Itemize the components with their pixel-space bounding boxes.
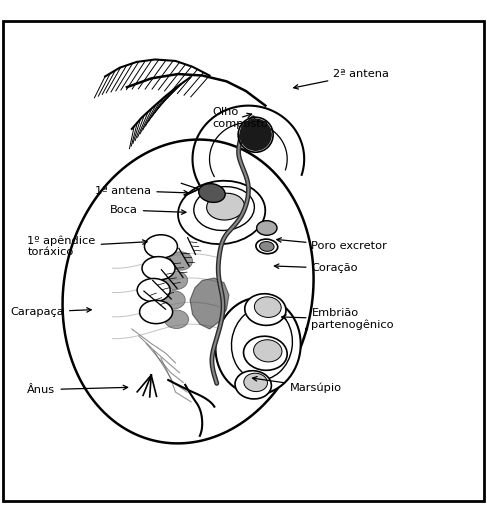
Ellipse shape [163, 271, 187, 290]
Text: 1º apêndice
toráxico: 1º apêndice toráxico [27, 235, 147, 257]
Ellipse shape [194, 187, 254, 231]
Ellipse shape [215, 298, 300, 395]
Ellipse shape [137, 278, 170, 302]
Ellipse shape [254, 297, 281, 317]
Ellipse shape [206, 193, 244, 220]
Ellipse shape [161, 291, 185, 309]
Ellipse shape [235, 371, 271, 399]
Ellipse shape [145, 235, 177, 258]
Ellipse shape [140, 300, 172, 324]
Ellipse shape [260, 242, 274, 251]
Text: Olho
composto: Olho composto [212, 107, 268, 128]
Text: 2ª antena: 2ª antena [294, 69, 389, 89]
Ellipse shape [244, 373, 267, 392]
Circle shape [240, 119, 271, 150]
Ellipse shape [256, 239, 278, 254]
Text: Boca: Boca [110, 205, 186, 215]
Text: Ânus: Ânus [27, 385, 128, 395]
Ellipse shape [231, 307, 292, 380]
Ellipse shape [142, 257, 175, 280]
Text: Embrião
partenogênico: Embrião partenogênico [281, 308, 394, 330]
Ellipse shape [244, 336, 287, 370]
Ellipse shape [164, 310, 188, 328]
Ellipse shape [168, 252, 192, 270]
Text: 1ª antena: 1ª antena [95, 186, 188, 196]
Text: Marsúpio: Marsúpio [252, 376, 342, 393]
Polygon shape [190, 278, 229, 329]
Ellipse shape [254, 340, 282, 362]
Ellipse shape [245, 294, 286, 325]
Text: Coração: Coração [274, 263, 358, 274]
Ellipse shape [199, 184, 225, 203]
Text: Poro excretor: Poro excretor [277, 238, 387, 252]
Text: Carapaça: Carapaça [10, 307, 91, 317]
Ellipse shape [178, 181, 265, 244]
Ellipse shape [257, 221, 277, 235]
